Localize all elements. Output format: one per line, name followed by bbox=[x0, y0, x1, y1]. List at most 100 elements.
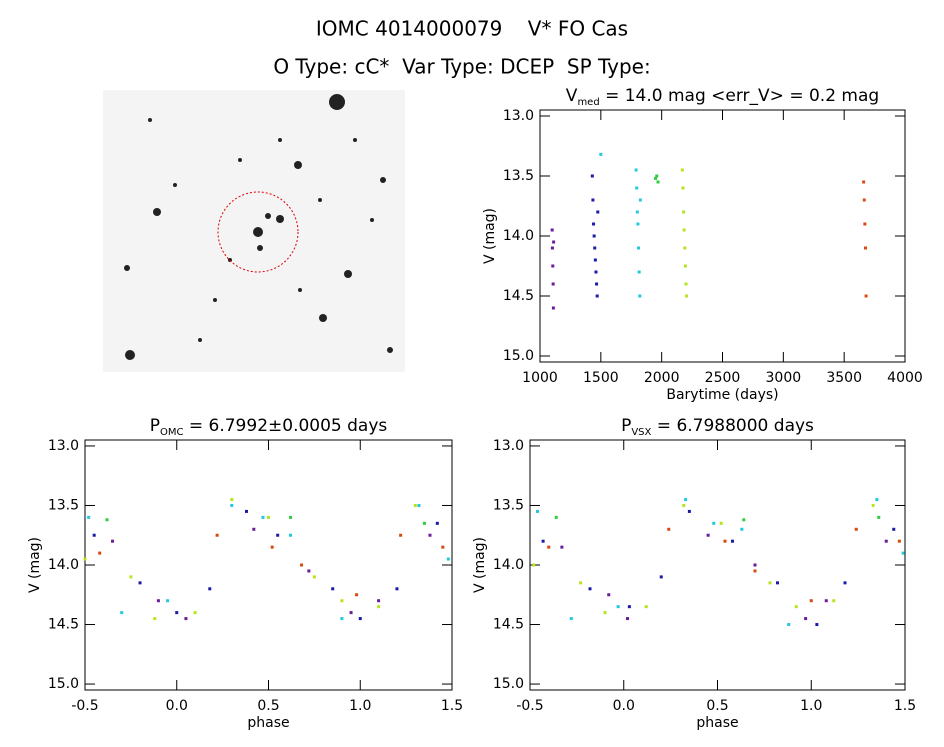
data-point bbox=[300, 563, 304, 567]
data-point bbox=[377, 599, 381, 603]
data-point bbox=[591, 198, 595, 202]
y-tick-label: 14.0 bbox=[48, 557, 79, 573]
title-part: = 14.0 mag <err_V> = 0.2 mag bbox=[600, 86, 880, 106]
x-tick-label: 1.0 bbox=[800, 698, 822, 714]
data-point bbox=[552, 240, 556, 244]
x-tick-label: 3500 bbox=[826, 370, 862, 386]
page-subtitle: O Type: cC* Var Type: DCEP SP Type: bbox=[273, 55, 650, 79]
data-point bbox=[417, 503, 421, 507]
data-point bbox=[871, 503, 875, 507]
data-point bbox=[215, 533, 219, 537]
data-point bbox=[441, 545, 445, 549]
y-tick-label: 14.5 bbox=[503, 288, 534, 304]
data-point bbox=[644, 605, 648, 609]
data-point bbox=[638, 294, 642, 298]
data-point bbox=[862, 198, 866, 202]
x-tick-label: -0.5 bbox=[516, 698, 543, 714]
data-point bbox=[554, 515, 558, 519]
data-point bbox=[377, 605, 381, 609]
data-point bbox=[331, 587, 335, 591]
data-point bbox=[627, 605, 631, 609]
data-point bbox=[723, 539, 727, 543]
x-tick-label: 0.5 bbox=[706, 698, 728, 714]
data-point bbox=[682, 228, 686, 232]
data-point bbox=[541, 539, 545, 543]
data-point bbox=[595, 282, 599, 286]
data-point bbox=[153, 617, 157, 621]
x-axis-label: Barytime (days) bbox=[666, 387, 778, 403]
data-point bbox=[175, 611, 179, 615]
data-point bbox=[753, 569, 757, 573]
data-point bbox=[98, 551, 102, 555]
x-tick-label: 4000 bbox=[887, 370, 923, 386]
data-point bbox=[261, 515, 265, 519]
data-point bbox=[560, 545, 564, 549]
data-point bbox=[252, 527, 256, 531]
data-point bbox=[637, 246, 641, 250]
y-tick-label: 14.0 bbox=[503, 228, 534, 244]
y-tick-label: 13.5 bbox=[493, 497, 524, 513]
y-tick-label: 13.5 bbox=[48, 497, 79, 513]
x-tick-label: 1.5 bbox=[441, 698, 463, 714]
data-point bbox=[551, 306, 555, 310]
data-point bbox=[87, 515, 91, 519]
data-point bbox=[312, 575, 316, 579]
data-point bbox=[270, 545, 274, 549]
data-point bbox=[340, 599, 344, 603]
data-point bbox=[684, 282, 688, 286]
x-axis-label: phase bbox=[247, 715, 289, 731]
data-point bbox=[550, 228, 554, 232]
data-point bbox=[667, 527, 671, 531]
x-tick-label: 2500 bbox=[705, 370, 741, 386]
data-point bbox=[635, 210, 639, 214]
data-point bbox=[742, 518, 746, 522]
data-point bbox=[863, 246, 867, 250]
data-point bbox=[551, 264, 555, 268]
data-point bbox=[616, 605, 620, 609]
y-tick-label: 15.0 bbox=[503, 348, 534, 364]
charts: 1000 1500 2000 2500 3000 3500 4000 13.0 13.5 14.0… bbox=[27, 86, 923, 731]
chart-title: POMC = 6.7992±0.0005 days bbox=[150, 416, 388, 438]
title-part: = 6.7992±0.0005 days bbox=[183, 416, 387, 436]
data-point bbox=[683, 264, 687, 268]
y-tick-label: 13.0 bbox=[503, 108, 534, 124]
data-point bbox=[863, 222, 867, 226]
plot-frame bbox=[529, 439, 906, 691]
data-point bbox=[193, 611, 197, 615]
data-point bbox=[607, 593, 611, 597]
data-point bbox=[532, 563, 536, 567]
data-point bbox=[892, 527, 896, 531]
data-point bbox=[659, 575, 663, 579]
data-point bbox=[547, 545, 551, 549]
data-point bbox=[590, 174, 594, 178]
data-point bbox=[875, 498, 879, 502]
title-subscript: OMC bbox=[160, 427, 183, 438]
data-point bbox=[685, 294, 689, 298]
data-point bbox=[166, 599, 170, 603]
title-part: V bbox=[566, 86, 578, 106]
x-tick-label: 0.5 bbox=[257, 698, 279, 714]
chart: 1000 1500 2000 2500 3000 3500 4000 13.0 13.5 14.0… bbox=[482, 86, 923, 403]
y-tick-label: 15.0 bbox=[48, 676, 79, 692]
sky-image bbox=[103, 90, 405, 372]
data-point bbox=[683, 246, 687, 250]
data-point bbox=[230, 498, 234, 502]
data-point bbox=[422, 521, 426, 525]
data-point bbox=[446, 557, 450, 561]
data-point bbox=[244, 509, 248, 513]
y-tick-label: 14.5 bbox=[48, 617, 79, 633]
data-point bbox=[684, 498, 688, 502]
plot-frame bbox=[84, 439, 453, 691]
data-point bbox=[843, 581, 847, 585]
data-point bbox=[138, 581, 142, 585]
data-point bbox=[901, 551, 905, 555]
data-point bbox=[794, 605, 798, 609]
title-subscript: VSX bbox=[631, 427, 651, 438]
data-point bbox=[593, 258, 597, 262]
data-point bbox=[120, 611, 124, 615]
y-tick-label: 13.5 bbox=[503, 168, 534, 184]
data-point bbox=[593, 246, 597, 250]
data-point bbox=[596, 210, 600, 214]
y-tick-label: 15.0 bbox=[493, 676, 524, 692]
